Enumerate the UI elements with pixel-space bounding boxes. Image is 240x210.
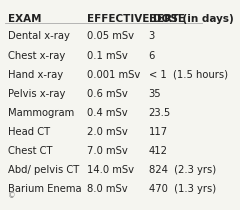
Text: BERT (in days): BERT (in days) xyxy=(149,14,234,24)
Text: 8.0 mSv: 8.0 mSv xyxy=(87,184,128,194)
Text: Abd/ pelvis CT: Abd/ pelvis CT xyxy=(7,165,79,175)
Text: Chest x-ray: Chest x-ray xyxy=(7,50,65,60)
Text: Pelvis x-ray: Pelvis x-ray xyxy=(7,89,65,99)
Text: 14.0 mSv: 14.0 mSv xyxy=(87,165,134,175)
Text: 7.0 mSv: 7.0 mSv xyxy=(87,146,128,156)
Text: 0.05 mSv: 0.05 mSv xyxy=(87,32,134,41)
Text: 117: 117 xyxy=(149,127,168,137)
Text: 0.001 mSv: 0.001 mSv xyxy=(87,70,141,80)
Text: Chest CT: Chest CT xyxy=(7,146,52,156)
Text: 2.0 mSv: 2.0 mSv xyxy=(87,127,128,137)
Text: 23.5: 23.5 xyxy=(149,108,171,118)
Text: 6: 6 xyxy=(149,50,155,60)
Text: Head CT: Head CT xyxy=(7,127,50,137)
Text: Mammogram: Mammogram xyxy=(7,108,74,118)
Text: < 1  (1.5 hours): < 1 (1.5 hours) xyxy=(149,70,228,80)
Text: EXAM: EXAM xyxy=(7,14,41,24)
Text: ©: © xyxy=(7,191,15,200)
Text: 35: 35 xyxy=(149,89,161,99)
Text: Hand x-ray: Hand x-ray xyxy=(7,70,63,80)
Text: EFFECTIVE DOSE: EFFECTIVE DOSE xyxy=(87,14,185,24)
Text: 0.6 mSv: 0.6 mSv xyxy=(87,89,128,99)
Text: 412: 412 xyxy=(149,146,168,156)
Text: 470  (1.3 yrs): 470 (1.3 yrs) xyxy=(149,184,216,194)
Text: Dental x-ray: Dental x-ray xyxy=(7,32,69,41)
Text: 3: 3 xyxy=(149,32,155,41)
Text: 0.4 mSv: 0.4 mSv xyxy=(87,108,128,118)
Text: 0.1 mSv: 0.1 mSv xyxy=(87,50,128,60)
Text: Barium Enema: Barium Enema xyxy=(7,184,81,194)
Text: 824  (2.3 yrs): 824 (2.3 yrs) xyxy=(149,165,216,175)
